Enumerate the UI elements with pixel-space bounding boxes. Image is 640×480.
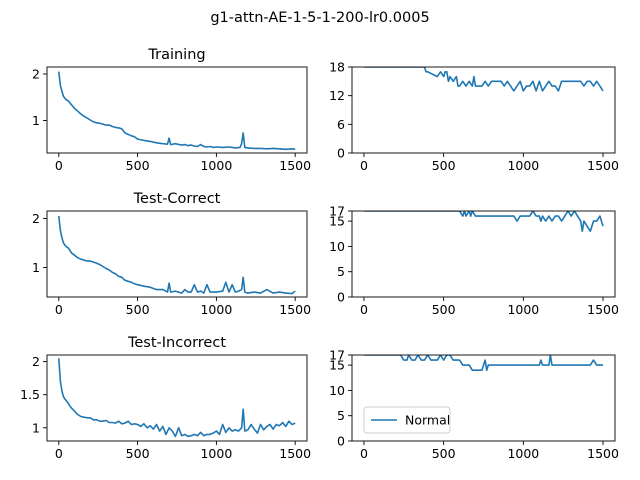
x-tick-label: 500 [432, 158, 456, 173]
y-tick-label: 5 [337, 264, 345, 279]
y-tick-label: 1.5 [20, 387, 40, 402]
y-tick-label: 10 [329, 383, 345, 398]
y-tick-label: 17 [329, 204, 345, 219]
subplot-title: Test-Incorrect [127, 335, 226, 351]
y-tick-label: 0 [337, 290, 345, 305]
x-tick-label: 1000 [507, 446, 539, 461]
x-tick-label: 1500 [587, 158, 619, 173]
subplot-title: Test-Correct [133, 191, 221, 207]
subplot-5: 0 500 1000 1500 1 1.5 2 Test-Incorrect [20, 335, 311, 461]
x-tick-label: 500 [432, 302, 456, 317]
y-tick-label: 2 [32, 66, 40, 81]
x-tick-label: 0 [360, 446, 368, 461]
x-tick-label: 1500 [587, 302, 619, 317]
y-tick-label: 15 [329, 214, 345, 229]
subplot-title: Training [147, 47, 205, 63]
subplot-2: 0 500 1000 1500 0 6 12 18 [329, 60, 619, 174]
y-tick-label: 15 [329, 358, 345, 373]
y-tick-label: 10 [329, 239, 345, 254]
x-tick-label: 1000 [200, 446, 232, 461]
x-tick-label: 0 [55, 158, 63, 173]
series-line-1-1 [58, 71, 296, 151]
x-tick-label: 500 [432, 446, 456, 461]
x-tick-label: 0 [360, 158, 368, 173]
x-tick-label: 1000 [507, 302, 539, 317]
subplot-1: 0 500 1000 1500 1 2 Training [32, 47, 311, 173]
y-tick-label: 12 [329, 88, 345, 103]
x-tick-label: 0 [55, 302, 63, 317]
x-tick-label: 1000 [200, 158, 232, 173]
x-tick-label: 1500 [587, 446, 619, 461]
x-tick-label: 500 [126, 158, 150, 173]
legend: Normal [363, 406, 451, 434]
axes-frame [46, 210, 308, 298]
axes-frame [46, 354, 308, 442]
axes-frame [351, 354, 616, 442]
x-tick-label: 0 [55, 446, 63, 461]
y-tick-label: 6 [337, 117, 345, 132]
x-tick-label: 0 [360, 302, 368, 317]
series-line-5-1 [58, 358, 296, 438]
legend-box [363, 406, 451, 434]
series-line-2-1 [364, 67, 604, 92]
x-tick-label: 1000 [507, 158, 539, 173]
y-tick-label: 2 [32, 354, 40, 369]
x-tick-label: 500 [126, 302, 150, 317]
y-tick-label: 2 [32, 211, 40, 226]
y-tick-label: 1 [32, 260, 40, 275]
y-tick-label: 1 [32, 113, 40, 128]
series-line-3-1 [58, 215, 296, 295]
axes-frame [46, 66, 308, 154]
figure-suptitle: g1-attn-AE-1-5-1-200-lr0.0005 [210, 10, 429, 26]
y-tick-label: 0 [337, 434, 345, 449]
x-tick-label: 1500 [279, 302, 311, 317]
axes-frame [351, 66, 616, 154]
y-tick-label: 1 [32, 420, 40, 435]
subplot-3: 0 500 1000 1500 1 2 Test-Correct [32, 191, 311, 317]
y-tick-label: 0 [337, 146, 345, 161]
x-tick-label: 500 [126, 446, 150, 461]
axes-frame [351, 210, 616, 298]
y-tick-label: 17 [329, 348, 345, 363]
legend-label: Normal [405, 413, 450, 428]
series-line-4-1 [364, 211, 604, 232]
y-tick-label: 18 [329, 60, 345, 75]
x-tick-label: 1000 [200, 302, 232, 317]
x-tick-label: 1500 [279, 446, 311, 461]
x-tick-label: 1500 [279, 158, 311, 173]
series-line-6-1 [364, 355, 603, 372]
y-tick-label: 5 [337, 408, 345, 423]
